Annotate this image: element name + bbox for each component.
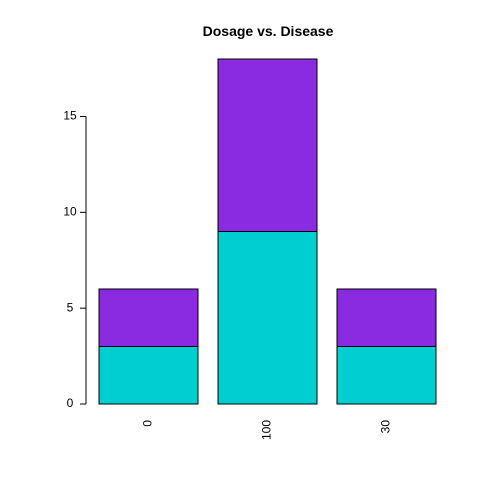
y-tick-label: 5: [67, 300, 74, 314]
bar-100-segment-1: [217, 231, 318, 405]
x-tick-label: 0: [141, 420, 155, 427]
x-axis-labels: 0 100 30: [141, 420, 393, 440]
bar-30-segment-2: [336, 288, 437, 347]
x-tick-label: 100: [260, 420, 274, 440]
y-tick-label: 15: [63, 109, 77, 123]
bars-layer: [98, 58, 437, 405]
chart-title: Dosage vs. Disease: [203, 23, 334, 39]
bar-0-segment-1: [98, 346, 199, 405]
y-tick-label: 0: [67, 396, 74, 410]
bar-0-segment-2: [98, 288, 199, 347]
y-axis: 0 5 10 15: [63, 109, 87, 410]
bar-100-segment-2: [217, 58, 318, 232]
bar-30-segment-1: [336, 346, 437, 405]
y-tick-label: 10: [63, 205, 77, 219]
x-tick-label: 30: [379, 420, 393, 434]
